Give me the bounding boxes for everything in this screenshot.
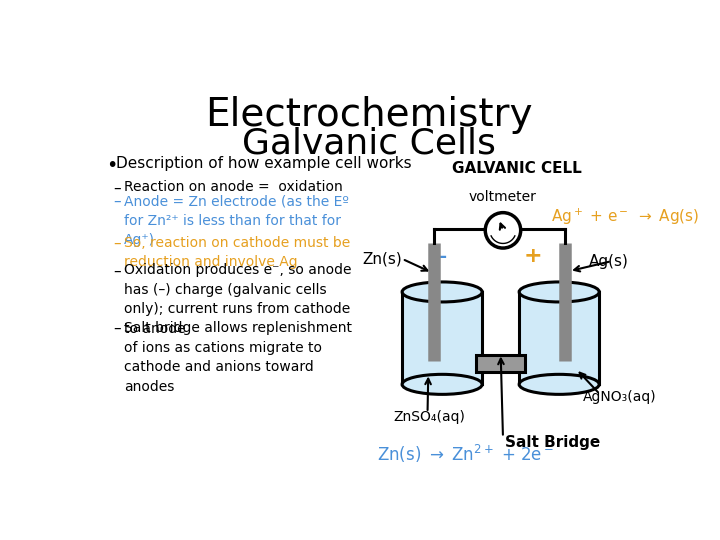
Text: Galvanic Cells: Galvanic Cells xyxy=(242,126,496,160)
Text: Electrochemistry: Electrochemistry xyxy=(205,96,533,133)
Text: +: + xyxy=(523,246,542,266)
FancyBboxPatch shape xyxy=(519,292,599,384)
FancyBboxPatch shape xyxy=(476,355,526,372)
Text: –: – xyxy=(438,248,446,266)
Circle shape xyxy=(485,213,521,248)
Text: So, reaction on cathode must be
reduction and involve Ag: So, reaction on cathode must be reductio… xyxy=(124,236,351,269)
Text: Zn(s) $\rightarrow$ Zn$^{2+}$ + 2e$^-$: Zn(s) $\rightarrow$ Zn$^{2+}$ + 2e$^-$ xyxy=(377,443,554,465)
Text: voltmeter: voltmeter xyxy=(469,190,537,204)
Text: ZnSO₄(aq): ZnSO₄(aq) xyxy=(394,410,466,424)
Ellipse shape xyxy=(402,282,482,302)
FancyBboxPatch shape xyxy=(402,292,482,384)
Text: Zn(s): Zn(s) xyxy=(362,251,402,266)
Text: Oxidation produces e⁻, so anode
has (–) charge (galvanic cells
only); current ru: Oxidation produces e⁻, so anode has (–) … xyxy=(124,264,351,336)
Text: Description of how example cell works: Description of how example cell works xyxy=(117,156,412,171)
Text: –: – xyxy=(113,180,121,195)
Text: –: – xyxy=(113,236,121,251)
Text: Salt bridge allows replenishment
of ions as cations migrate to
cathode and anion: Salt bridge allows replenishment of ions… xyxy=(124,321,352,394)
Text: Ag$^+$ + e$^-$ $\rightarrow$ Ag(s): Ag$^+$ + e$^-$ $\rightarrow$ Ag(s) xyxy=(552,207,700,227)
Text: GALVANIC CELL: GALVANIC CELL xyxy=(452,161,582,176)
Text: •: • xyxy=(106,156,117,174)
Text: –: – xyxy=(113,321,121,336)
Ellipse shape xyxy=(519,374,599,394)
Ellipse shape xyxy=(519,282,599,302)
Ellipse shape xyxy=(402,374,482,394)
Text: Salt Bridge: Salt Bridge xyxy=(505,435,600,450)
Text: –: – xyxy=(113,264,121,279)
Text: Ag(s): Ag(s) xyxy=(589,254,629,268)
Text: Reaction on anode =  oxidation: Reaction on anode = oxidation xyxy=(124,180,343,194)
Text: –: – xyxy=(113,194,121,209)
Text: AgNO₃(aq): AgNO₃(aq) xyxy=(583,390,657,404)
Text: Anode = Zn electrode (as the Eº
for Zn²⁺ is less than for that for
Ag⁺): Anode = Zn electrode (as the Eº for Zn²⁺… xyxy=(124,194,349,247)
